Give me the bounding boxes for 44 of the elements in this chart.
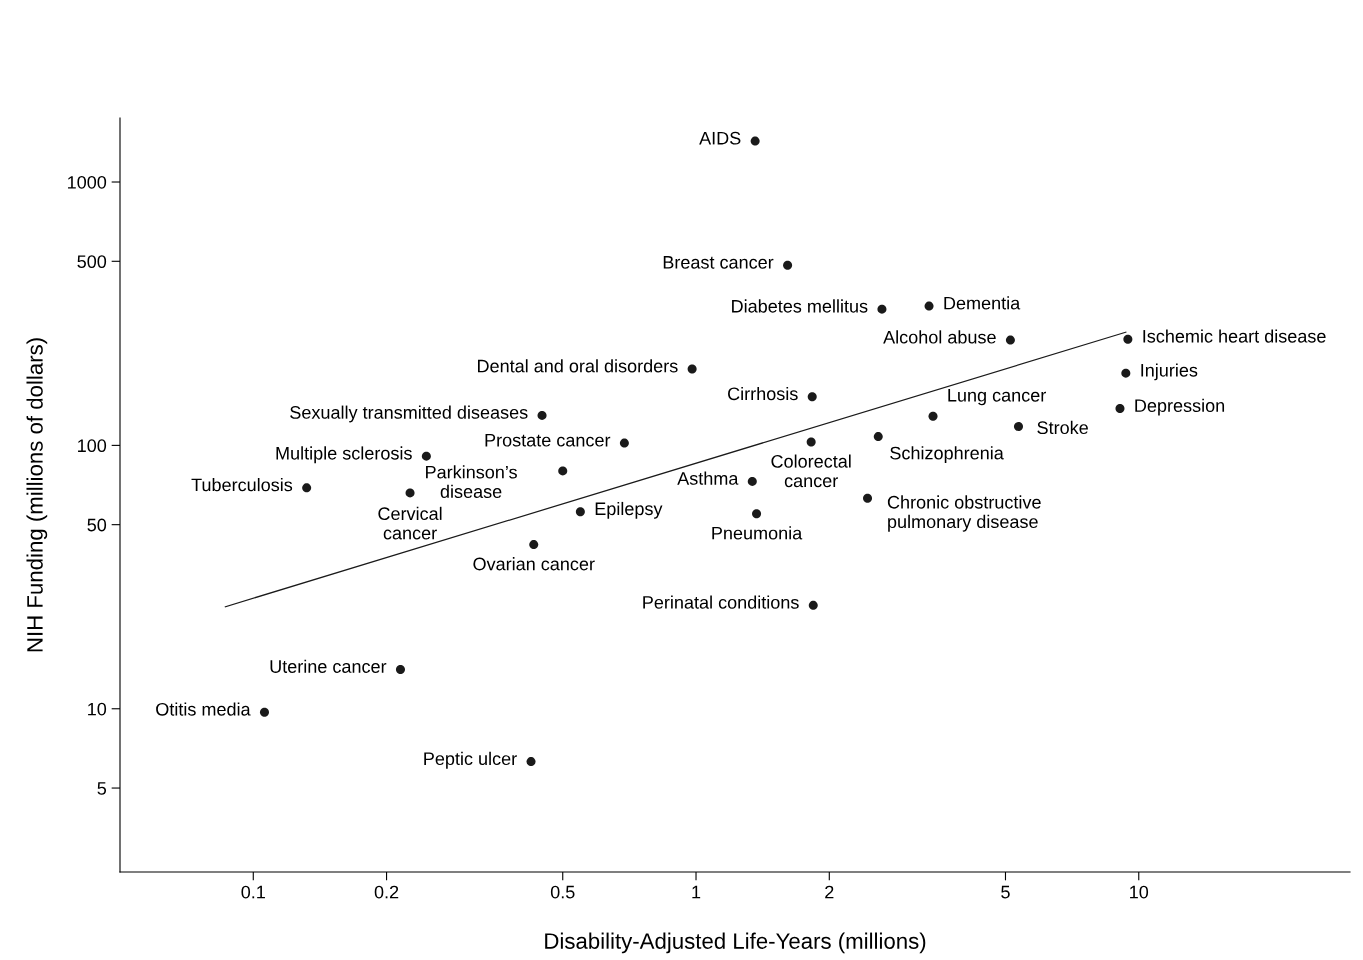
- annotation: Chronic obstructive pulmonary disease: [887, 495, 1041, 532]
- annotation: Otitis media: [156, 702, 251, 716]
- annotation: Ischemic heart disease: [1143, 329, 1326, 343]
- x-axis-title: Disability-Adjusted Life-Years (millions): [545, 932, 926, 954]
- annotation: Tuberculosis: [191, 478, 293, 492]
- annotation: Schizophrenia: [890, 446, 1004, 464]
- annotation: Asthma: [677, 471, 739, 485]
- annotation: Lung cancer: [948, 389, 1046, 406]
- annotation: Diabetes mellitus: [732, 299, 868, 313]
- annotation: Depression: [1135, 398, 1225, 416]
- annotation: Prostate cancer: [485, 433, 611, 447]
- annotation: Multiple sclerosis: [276, 446, 412, 464]
- annotation: Parkinson’s disease: [426, 465, 517, 498]
- x-tick-label: 0.1: [241, 885, 265, 899]
- x-tick-label: 2: [825, 885, 834, 899]
- x-tick-label: 1: [692, 885, 701, 899]
- annotation: Stroke: [1037, 420, 1088, 435]
- x-tick-label: 0.2: [374, 885, 399, 899]
- annotation: Peptic ulcer: [424, 751, 517, 769]
- annotation: Alcohol abuse: [883, 330, 996, 344]
- y-tick-label: 50: [87, 518, 107, 532]
- x-tick-label: 0.5: [550, 885, 575, 899]
- y-tick-label: 1000: [68, 175, 107, 189]
- annotation: Cirrhosis: [728, 386, 798, 401]
- annotation: Breast cancer: [663, 256, 774, 269]
- annotation: Dental and oral disorders: [478, 359, 678, 373]
- annotation: Uterine cancer: [270, 659, 387, 673]
- annotation: Perinatal conditions: [643, 595, 799, 609]
- annotation: Colorectal cancer: [771, 454, 851, 488]
- annotation: AIDS: [699, 131, 741, 145]
- annotation: Sexually transmitted diseases: [290, 405, 528, 423]
- annotation: Cervical cancer: [378, 506, 442, 540]
- y-tick-label: 500: [77, 255, 107, 269]
- x-tick-label: 10: [1130, 885, 1149, 899]
- annotation: Epilepsy: [595, 501, 663, 519]
- annotation: Ovarian cancer: [473, 557, 595, 571]
- annotation: Pneumonia: [712, 526, 803, 540]
- annotation: Injuries: [1141, 363, 1198, 381]
- y-tick-label: 5: [97, 782, 107, 795]
- x-tick-label: 5: [1001, 885, 1010, 899]
- annotation: Dementia: [944, 296, 1021, 310]
- y-tick-label: 10: [88, 702, 107, 716]
- y-tick-label: 100: [78, 439, 107, 453]
- y-axis-title: NIH Funding (millions of dollars): [26, 338, 48, 652]
